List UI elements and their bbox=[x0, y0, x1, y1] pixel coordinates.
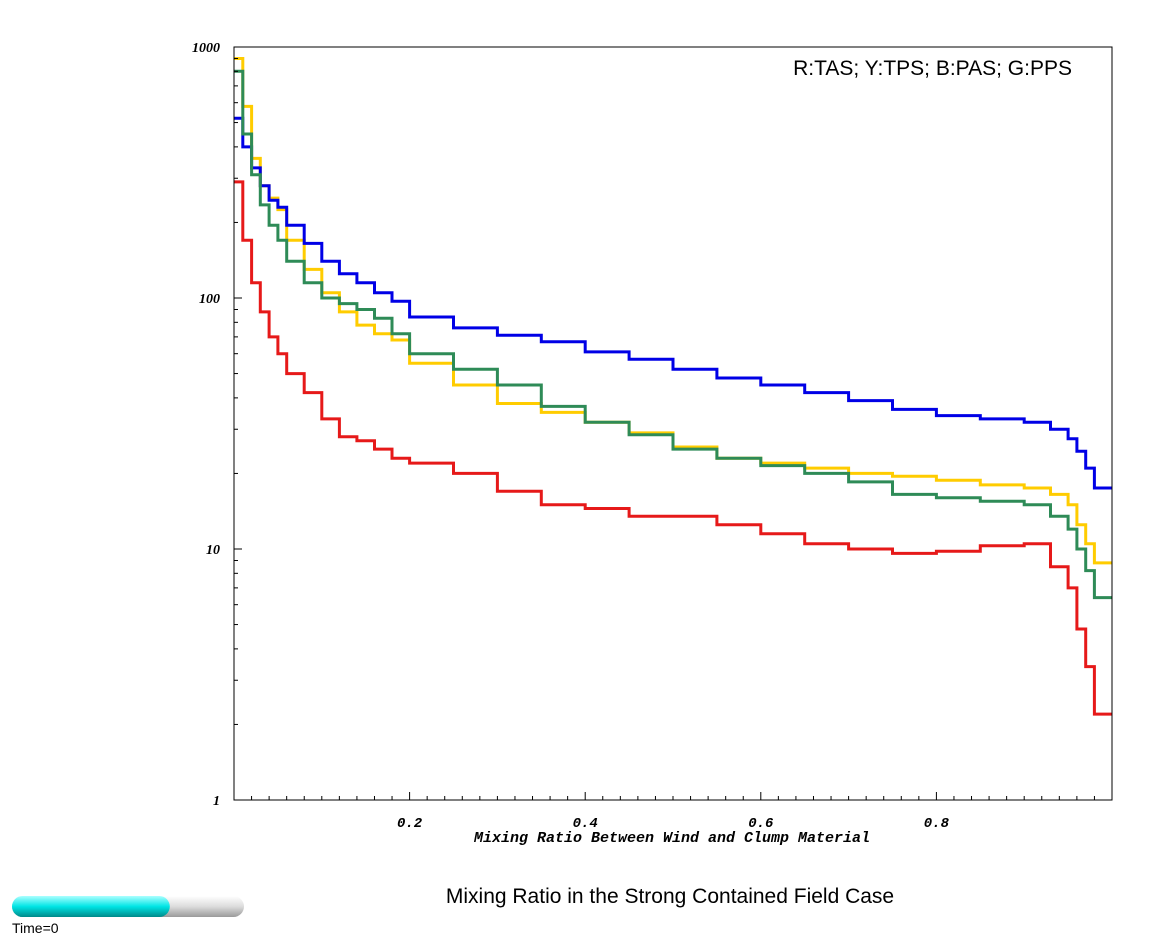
ticks-layer bbox=[234, 57, 1095, 801]
x-axis-label: Mixing Ratio Between Wind and Clump Mate… bbox=[473, 830, 870, 847]
series-line-g-pps bbox=[234, 69, 1112, 600]
x-tick-label: 0.4 bbox=[573, 816, 598, 832]
x-tick-label: 0.2 bbox=[397, 816, 423, 832]
series-layer bbox=[234, 57, 1112, 716]
x-tick-label: 0.6 bbox=[748, 816, 774, 832]
y-tick-label: 1 bbox=[213, 794, 220, 809]
x-tick-label: 0.8 bbox=[924, 816, 950, 832]
y-tick-labels: 1 10 100 1000 bbox=[192, 41, 220, 809]
legend-text: R:TAS; Y:TPS; B:PAS; G:PPS bbox=[793, 57, 1072, 80]
y-tick-label: 100 bbox=[199, 292, 220, 307]
chart-title: Mixing Ratio in the Strong Contained Fie… bbox=[446, 885, 894, 908]
y-tick-label: 1000 bbox=[192, 41, 220, 56]
series-line-b-pas bbox=[234, 116, 1112, 490]
series-line-r-tas bbox=[234, 180, 1112, 716]
time-slider-fill bbox=[12, 896, 170, 917]
x-tick-labels: 0.2 0.4 0.6 0.8 bbox=[397, 816, 950, 832]
plot-frame bbox=[233, 46, 1113, 801]
y-tick-label: 10 bbox=[206, 543, 220, 558]
time-slider[interactable] bbox=[12, 896, 244, 917]
time-label: Time=0 bbox=[12, 920, 59, 936]
